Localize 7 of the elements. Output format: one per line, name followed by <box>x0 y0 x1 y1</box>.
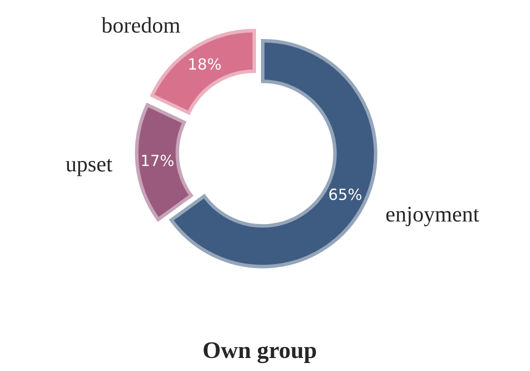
slice-label: upset <box>66 158 112 176</box>
data-label: 18% <box>189 58 221 70</box>
data-label: 17% <box>142 154 174 166</box>
text: Own group <box>204 342 316 364</box>
slice-label: boredom <box>101 17 180 33</box>
data-label: 65% <box>329 188 362 200</box>
slice-label: enjoyment <box>386 206 480 226</box>
